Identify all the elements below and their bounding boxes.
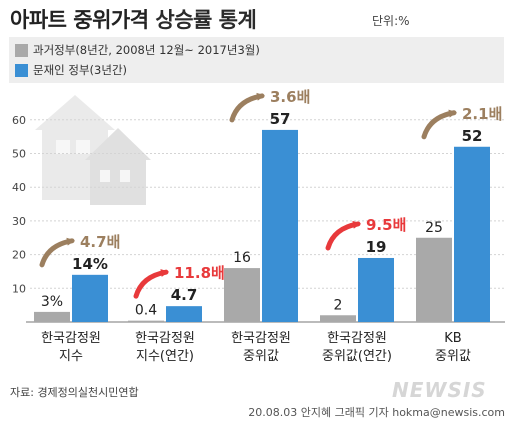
house-illustration (35, 95, 151, 205)
bar-moon (72, 274, 108, 322)
value-label-moon: 57 (270, 110, 291, 128)
multiplier-arrow (421, 109, 457, 140)
y-tick-label: 50 (12, 148, 26, 161)
category-label: 한국감정원 (41, 331, 101, 346)
legend-item-past: 과거정부(8년간, 2008년 12월~ 2017년3월) (15, 42, 260, 58)
value-label-moon: 4.7 (171, 286, 198, 304)
category-label: 중위값 (243, 349, 279, 364)
bar-moon (358, 257, 394, 322)
bar-past (224, 268, 260, 322)
y-tick-label: 30 (12, 215, 26, 228)
category-label: 지수 (59, 349, 83, 364)
category-label: 중위값 (435, 349, 471, 364)
multiplier-label: 2.1배 (462, 105, 502, 123)
bar-past (416, 237, 452, 322)
credit-line: 20.08.03 안지혜 그래픽 기자 hokma@newsis.com (248, 406, 505, 419)
bar-moon (454, 146, 490, 322)
bar-past (320, 315, 356, 322)
y-tick-label: 60 (12, 114, 26, 127)
y-tick-label: 10 (12, 282, 26, 295)
value-labels: 3% 14% 0.4 4.7 16 57 2 19 25 52 (41, 110, 483, 319)
value-label-moon: 52 (462, 127, 483, 145)
legend: 과거정부(8년간, 2008년 12월~ 2017년3월) 문재인 정부(3년간… (9, 37, 504, 83)
category-label: KB (444, 331, 461, 346)
y-tick-label: 20 (12, 249, 26, 262)
page-title: 아파트 중위가격 상승률 통계 (10, 4, 257, 34)
category-label: 한국감정원 (327, 331, 387, 346)
newsis-watermark: NEWSIS (392, 378, 487, 402)
multiplier-arrow (133, 269, 169, 299)
unit-label: 단위:% (372, 14, 410, 28)
category-label: 한국감정원 (231, 331, 291, 346)
bar-moon (262, 129, 298, 322)
source-note: 자료: 경제정의실천시민연합 (10, 386, 139, 399)
bar-past (128, 320, 164, 322)
multiplier-arrow (39, 237, 75, 268)
legend-item-moon: 문재인 정부(3년간) (15, 62, 127, 78)
bars (34, 129, 490, 322)
value-label-past: 25 (425, 220, 443, 236)
multiplier-label: 11.8배 (174, 264, 225, 282)
category-label: 한국감정원 (135, 331, 195, 346)
multiplier-label: 3.6배 (270, 88, 310, 106)
y-tick-label: 40 (12, 181, 26, 194)
value-label-past: 3% (41, 294, 63, 310)
value-label-past: 16 (233, 250, 251, 266)
legend-label-moon: 문재인 정부(3년간) (33, 63, 128, 77)
value-label-moon: 19 (366, 238, 387, 256)
multiplier-arrow (325, 220, 361, 251)
bar-past (34, 311, 70, 322)
value-label-moon: 14% (72, 255, 108, 273)
legend-swatch-past (15, 43, 28, 57)
category-label: 중위값(연간) (322, 349, 392, 364)
value-label-past: 2 (334, 297, 343, 313)
category-label: 지수(연간) (136, 349, 194, 364)
bar-moon (166, 306, 202, 322)
value-label-past: 0.4 (135, 303, 157, 319)
multiplier-arrow (229, 92, 265, 123)
multiplier-arrows: 4.7배 11.8배 3.6배 9.5배 2.1배 (39, 88, 502, 299)
legend-label-past: 과거정부(8년간, 2008년 12월~ 2017년3월) (33, 43, 260, 57)
multiplier-label: 9.5배 (366, 216, 406, 234)
multiplier-label: 4.7배 (80, 233, 120, 251)
title-highlight: 상승률 통계 (155, 8, 257, 32)
legend-swatch-moon (15, 63, 28, 77)
title-main: 아파트 중위가격 (10, 8, 156, 32)
